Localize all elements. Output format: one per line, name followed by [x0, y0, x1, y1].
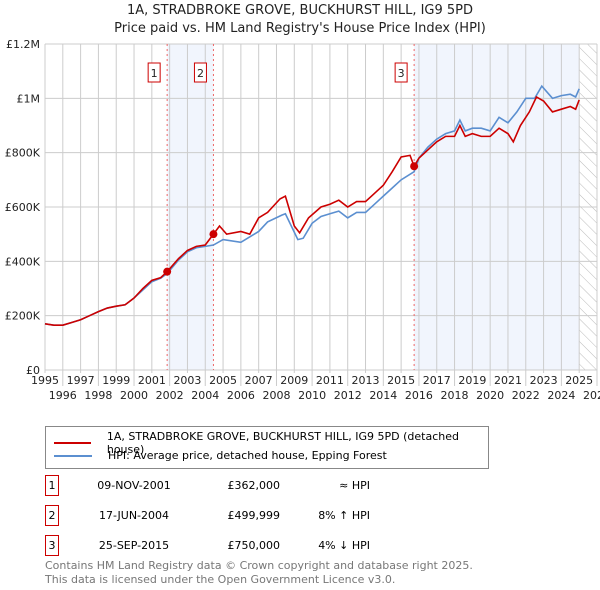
legend-label-property: 1A, STRADBROKE GROVE, BUCKHURST HILL, IG… [106, 430, 460, 456]
legend-red-line [54, 442, 91, 444]
footer-copyright: Contains HM Land Registry data © Crown c… [45, 559, 473, 572]
x-tick-label: 2026 [583, 389, 600, 402]
y-tick-label: £200K [5, 310, 41, 323]
x-tick-label: 2015 [387, 374, 415, 387]
x-tick-label: 2007 [245, 374, 273, 387]
x-tick-label: 1995 [31, 374, 59, 387]
x-tick-label: 2023 [530, 374, 558, 387]
sale-marker-number: 1 [45, 475, 59, 496]
sale-label-box [147, 62, 161, 83]
sale-row: 2 17-JUN-2004 £499,999 8% ↑ HPI [45, 505, 485, 526]
x-tick-label: 1998 [84, 389, 112, 402]
x-tick-label: 1999 [102, 374, 130, 387]
x-tick-label: 1997 [67, 374, 95, 387]
sale-marker-number: 3 [45, 535, 59, 556]
sale-price: £750,000 [227, 539, 281, 552]
legend-blue-line [54, 454, 92, 457]
sale-date: 25-SEP-2015 [98, 539, 170, 552]
x-tick-label: 2005 [209, 374, 237, 387]
chart-subtitle: Price paid vs. HM Land Registry's House … [114, 21, 486, 36]
y-tick-label: £600K [5, 201, 41, 214]
property-price-line [44, 95, 580, 326]
sale-point [163, 267, 172, 276]
footer: Contains HM Land Registry data © Crown c… [45, 559, 473, 587]
x-tick-label: 1996 [49, 389, 77, 402]
legend: 1A, STRADBROKE GROVE, BUCKHURST HILL, IG… [45, 426, 489, 469]
sale-hpi-compare: 8% ↑ HPI [318, 509, 370, 522]
x-tick-label: 2000 [120, 389, 148, 402]
legend-label-hpi: HPI: Average price, detached house, Eppi… [108, 449, 387, 462]
y-tick-label: £1M [17, 92, 41, 105]
y-tick-label: £400K [5, 255, 41, 268]
footer-licence: This data is licensed under the Open Gov… [45, 573, 396, 586]
sale-point [209, 230, 218, 239]
x-tick-label: 2019 [458, 374, 486, 387]
sale-price: £499,999 [227, 509, 281, 522]
x-tick-label: 2001 [138, 374, 166, 387]
x-tick-label: 2008 [262, 389, 290, 402]
x-tick-label: 2024 [547, 389, 575, 402]
x-tick-label: 2013 [352, 374, 380, 387]
sale-row: 1 09-NOV-2001 £362,000 ≈ HPI [45, 475, 485, 496]
x-tick-label: 2014 [369, 389, 397, 402]
sale-label-box [394, 62, 408, 83]
chart-plot: 1995 1996 1997 1998 1999 2000 2001 2002 2003 2004… [5, 38, 600, 402]
sale-label-number: 3 [398, 67, 405, 80]
x-tick-label: 2018 [441, 389, 469, 402]
chart-title: 1A, STRADBROKE GROVE, BUCKHURST HILL, IG… [126, 3, 474, 18]
sale-hpi-compare: 4% ↓ HPI [318, 539, 370, 552]
x-tick-label: 2011 [316, 374, 344, 387]
x-tick-label: 2017 [423, 374, 451, 387]
sale-label-number: 2 [197, 67, 204, 80]
x-tick-label: 2020 [476, 389, 504, 402]
sale-label-number: 1 [151, 67, 158, 80]
y-tick-label: £800K [5, 147, 41, 160]
x-tick-label: 2016 [405, 389, 433, 402]
y-tick-label: £0 [26, 364, 40, 377]
x-tick-label: 2004 [191, 389, 219, 402]
x-tick-label: 2006 [227, 389, 255, 402]
sale-row: 3 25-SEP-2015 £750,000 4% ↓ HPI [45, 535, 485, 556]
sale-date: 09-NOV-2001 [97, 479, 171, 492]
y-tick-label: £1.2M [6, 38, 40, 51]
x-tick-label: 2003 [173, 374, 201, 387]
sale-date: 17-JUN-2004 [98, 509, 170, 522]
sale-marker-number: 2 [45, 505, 59, 526]
x-tick-label: 2009 [280, 374, 308, 387]
x-tick-label: 2021 [494, 374, 522, 387]
x-tick-label: 2002 [156, 389, 184, 402]
sale-hpi-compare: ≈ HPI [339, 479, 370, 492]
x-tick-label: 2010 [298, 389, 326, 402]
sale-price: £362,000 [227, 479, 281, 492]
x-tick-label: 2012 [334, 389, 362, 402]
x-tick-label: 2022 [512, 389, 540, 402]
sale-point [410, 162, 419, 171]
sale-label-box [193, 62, 207, 83]
x-tick-label: 2025 [565, 374, 593, 387]
